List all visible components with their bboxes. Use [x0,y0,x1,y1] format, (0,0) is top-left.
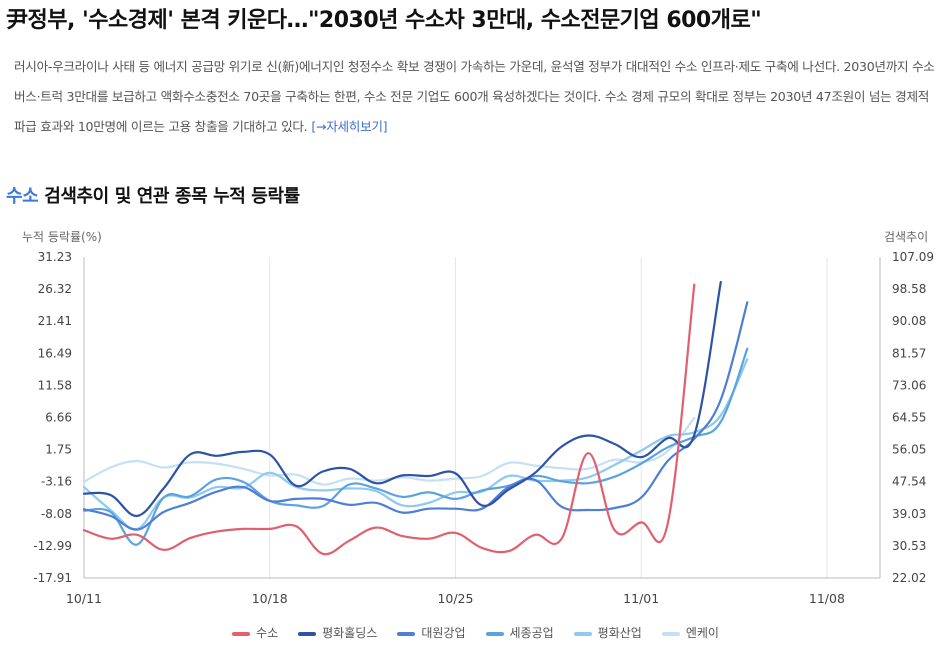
y-tick-label-right: 30.53 [892,539,926,553]
legend-label: 평화홀딩스 [322,626,378,640]
y-tick-label-left: 1.75 [45,443,72,457]
article-summary: 러시아-우크라이나 사태 등 에너지 공급망 위기로 신(新)에너지인 청정수소… [14,52,939,142]
x-tick-label: 10/25 [437,591,473,606]
series-line-6 [82,416,696,486]
legend-swatch [573,631,592,636]
legend-label: 평화산업 [597,626,642,640]
left-axis-label: 누적 등락률(%) [22,230,102,244]
y-tick-label-left: 31.23 [38,250,72,264]
legend-item[interactable]: 수소 [232,624,278,641]
series-line-1 [82,283,696,556]
section-title: 수소 검색추이 및 연관 종목 누적 등락률 [6,182,300,208]
series-line-2 [82,280,722,517]
article-headline: 尹정부, '수소경제' 본격 키운다…"2030년 수소차 3만대, 수소전문기… [6,8,762,33]
y-tick-label-right: 47.54 [892,475,926,489]
series-line-5 [82,358,749,531]
y-tick-label-left: 6.66 [45,411,72,425]
legend-label: 엔케이 [685,626,719,640]
y-tick-label-right: 56.05 [892,443,926,457]
chart-legend: 수소 평화홀딩스 대원강업 세종공업 평화산업 엔케이 [0,624,951,641]
section-keyword: 수소 [6,186,39,207]
legend-swatch [298,631,317,636]
y-tick-label-right: 73.06 [892,378,926,392]
legend-label: 세종공업 [509,626,554,640]
y-tick-label-right: 22.02 [892,571,926,585]
y-tick-label-left: 11.58 [38,378,72,392]
y-tick-label-right: 98.58 [892,282,926,296]
line-chart: 10/11 10/18 10/25 11/01 11/08 31.23 107.09 26.3… [33,250,934,606]
x-tick-label: 11/01 [623,591,659,606]
legend-item[interactable]: 평화홀딩스 [298,624,377,641]
y-tick-label-left: -8.08 [41,507,72,521]
section-title-rest: 검색추이 및 연관 종목 누적 등락률 [38,186,300,207]
legend-item[interactable]: 대원강업 [397,624,466,641]
y-tick-label-right: 107.09 [892,250,934,264]
series-line-4 [82,347,749,546]
legend-item[interactable]: 엔케이 [661,624,719,641]
legend-swatch [232,631,251,636]
more-link[interactable]: [→자세히보기] [311,119,388,134]
legend-item[interactable]: 세종공업 [485,624,554,641]
legend-swatch [397,631,416,636]
y-tick-label-left: -3.16 [41,475,72,489]
y-tick-label-left: 16.49 [38,346,72,360]
y-tick-label-right: 90.08 [892,314,926,328]
y-tick-label-right: 64.55 [892,411,926,425]
legend-label: 대원강업 [421,626,466,640]
x-tick-label: 11/08 [809,591,845,606]
summary-text: 러시아-우크라이나 사태 등 에너지 공급망 위기로 신(新)에너지인 청정수소… [14,59,935,134]
y-tick-label-right: 39.03 [892,507,926,521]
y-tick-label-left: 21.41 [38,314,72,328]
series-line-3 [82,301,749,531]
legend-label: 수소 [256,626,279,640]
y-tick-label-left: -17.91 [33,571,72,585]
legend-swatch [485,631,504,636]
right-axis-label: 검색추이 [884,230,929,244]
y-tick-label-left: 26.32 [38,282,72,296]
x-tick-label: 10/18 [252,591,288,606]
legend-item[interactable]: 평화산업 [573,624,642,641]
legend-swatch [661,631,680,636]
y-tick-label-right: 81.57 [892,346,926,360]
y-tick-label-left: -12.99 [33,539,72,553]
x-tick-label: 10/11 [66,591,102,606]
